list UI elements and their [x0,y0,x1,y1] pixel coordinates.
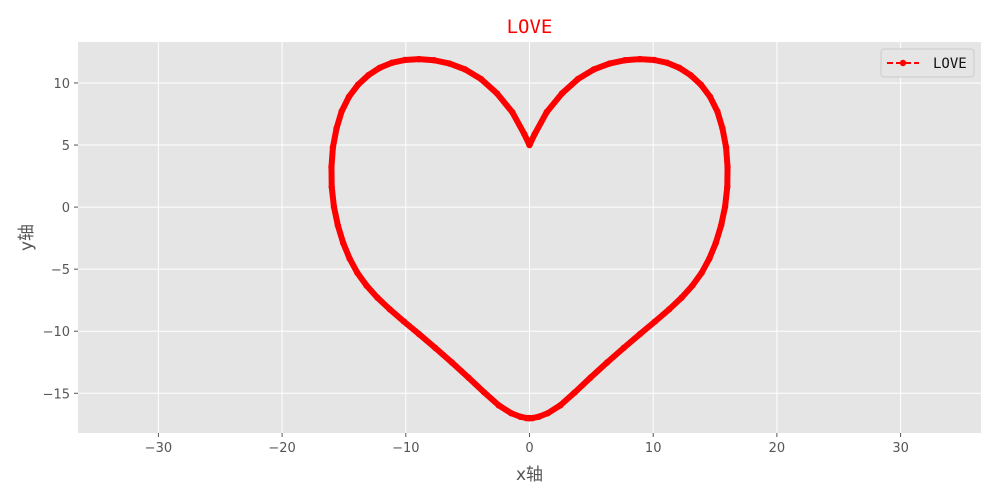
data-point [507,409,515,417]
x-tick-label: −30 [145,441,172,456]
data-point [621,57,629,64]
y-tick-label: 10 [53,77,70,92]
data-point [706,93,714,101]
y-tick-label: −15 [43,387,70,402]
data-point [651,318,659,325]
data-point [401,56,409,64]
data-point [535,413,542,421]
data-point [712,239,719,247]
data-point [329,143,337,151]
data-point [432,344,439,352]
data-point [722,143,730,151]
chart-title: LOVE [507,16,553,38]
data-point [376,64,383,72]
data-point [558,90,566,97]
data-point [465,374,472,381]
data-point [636,330,644,338]
data-point [354,269,361,276]
data-point [345,93,353,101]
x-axis-ticks: −30 −20 −10 0 10 20 30 [145,433,909,456]
data-point [363,282,370,289]
data-point [531,130,538,138]
data-point [698,269,705,276]
data-point [481,389,488,396]
data-point [328,163,335,171]
data-point [719,125,726,132]
data-point [330,203,338,210]
legend-box [880,48,975,78]
data-point [724,163,731,171]
data-point [636,55,644,63]
data-point [714,108,721,115]
data-point [526,141,533,149]
data-point [333,125,340,132]
data-point [354,81,362,88]
data-point [388,59,395,67]
data-point [721,203,729,210]
y-tick-label: 0 [62,201,70,216]
data-point [328,183,335,191]
data-point [543,108,550,116]
data-point [493,90,501,97]
y-tick-label: −5 [51,263,70,278]
legend-marker-icon [899,59,907,67]
data-point [517,413,524,421]
data-point [415,55,423,63]
data-point [717,222,725,229]
x-axis-label: x轴 [516,465,543,485]
data-point [334,222,342,229]
data-point [415,330,423,338]
data-point [603,359,611,366]
data-point [338,108,345,115]
data-point [374,294,381,301]
y-tick-label: −10 [43,325,70,340]
data-point [689,282,696,289]
data-point [664,59,671,67]
data-point [557,402,564,409]
data-point [477,75,485,83]
data-point [678,294,685,301]
data-point [523,414,530,422]
data-point [509,108,516,116]
data-point [340,239,347,247]
data-point [365,71,372,79]
legend-entry-label: LOVE [933,56,967,72]
data-point [430,57,438,64]
data-point [606,60,613,67]
legend: LOVE [880,48,975,78]
data-point [697,81,705,88]
data-point [706,255,713,262]
grid [78,42,981,433]
data-point [461,66,469,73]
series-layer [328,55,731,422]
data-point [574,75,582,83]
data-point [521,130,528,138]
data-point [587,374,594,381]
data-point [495,402,502,409]
data-point [676,64,683,72]
y-tick-label: 5 [62,139,70,154]
y-axis-ticks: 10 5 0 −5 −10 −15 [43,77,78,402]
x-tick-label: 0 [525,441,533,456]
data-point [665,306,673,313]
x-tick-label: −10 [392,441,419,456]
x-tick-label: −20 [268,441,295,456]
data-point [620,344,627,352]
data-point [571,389,578,396]
x-tick-label: 20 [769,441,786,456]
data-point [650,56,658,64]
data-point [544,409,552,417]
data-point [724,183,731,191]
data-point [448,359,456,366]
data-point [386,306,394,313]
x-tick-label: 10 [645,441,662,456]
data-point [590,66,598,73]
data-point [687,71,694,79]
y-axis-label: y轴 [17,224,37,251]
x-tick-label: 30 [892,441,909,456]
data-point [400,318,408,325]
data-point [446,60,453,67]
data-point [346,255,353,262]
